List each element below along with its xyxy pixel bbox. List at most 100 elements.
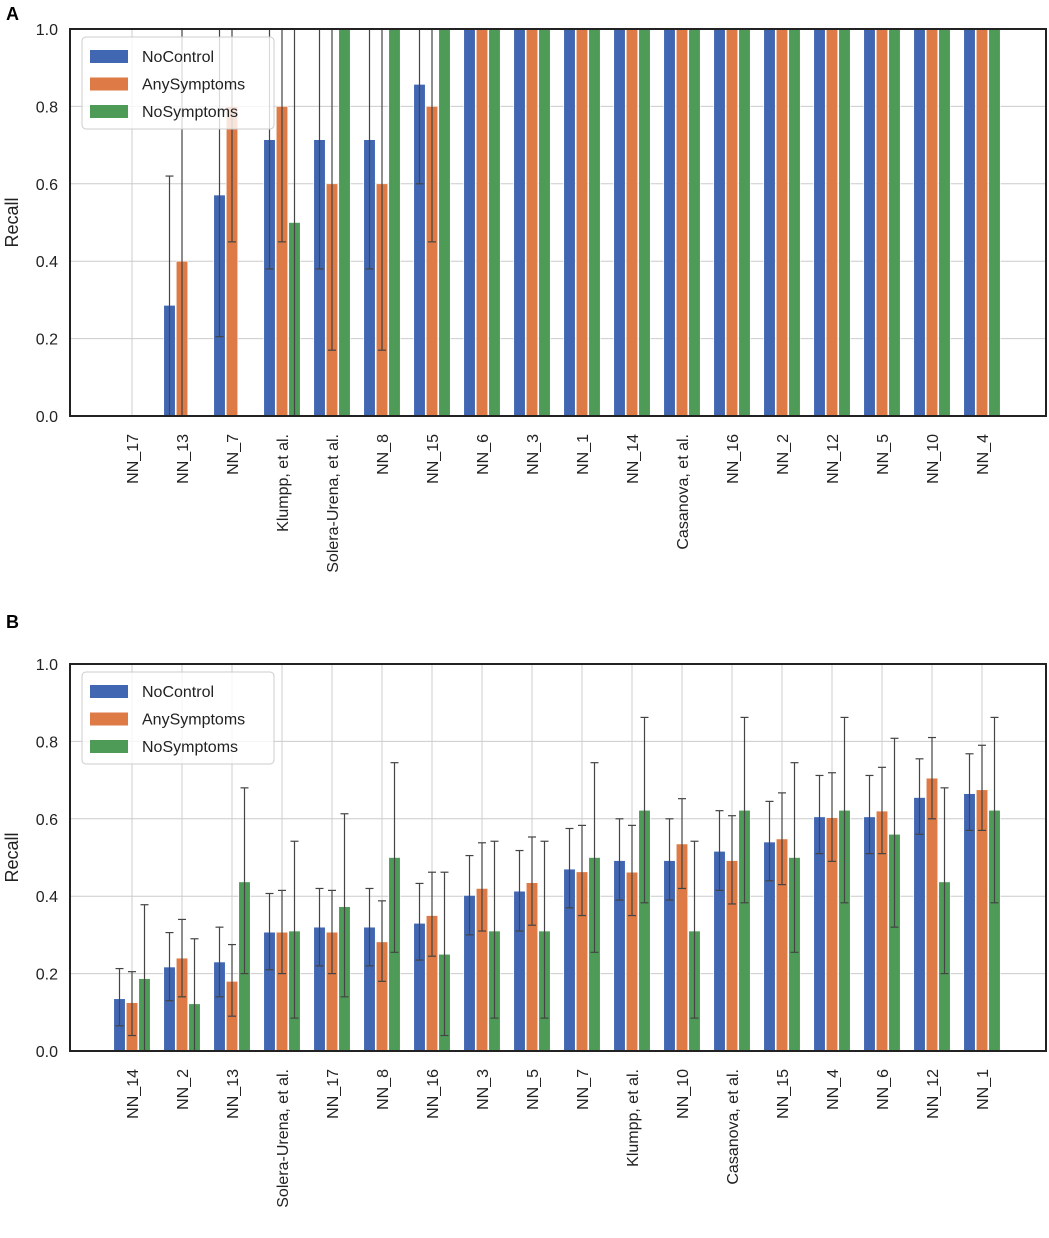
error-bar-nosymptoms-solera-urena-et-al [290, 840, 299, 1019]
bar-nocontrol-nn-14 [613, 28, 626, 417]
x-tick-label-nn-13: NN_13 [175, 434, 192, 484]
bar-nosymptoms-nn-10 [938, 28, 951, 417]
legend-entry-anysymptoms: AnySymptoms [90, 712, 245, 729]
x-tick-label-nn-16: NN_16 [725, 434, 742, 484]
y-tick-label: 0.8 [36, 734, 58, 751]
error-bar-nosymptoms-nn-3 [490, 840, 499, 1019]
error-bar-nocontrol-solera-urena-et-al [265, 892, 274, 971]
panel-a-x-ticks: NN_17 NN_13 NN_7 Klumpp, et al. Solera-Urena… [125, 434, 992, 573]
bar-nosymptoms-nn-12 [838, 28, 851, 417]
bar-nosymptoms-nn-2 [788, 28, 801, 417]
error-bar-nosymptoms-nn-1 [990, 716, 999, 904]
error-bar-anysymptoms-nn-8 [378, 900, 386, 982]
x-tick-label-nn-14: NN_14 [125, 1069, 142, 1119]
x-tick-label-nn-4: NN_4 [975, 434, 992, 475]
y-tick-label: 0.2 [36, 967, 58, 984]
error-bar-nosymptoms-nn-7 [590, 762, 599, 953]
x-tick-label-nn-5: NN_5 [525, 1069, 542, 1110]
error-bar-nocontrol-nn-12 [915, 758, 924, 835]
error-bar-nosymptoms-klumpp-et-al [640, 716, 649, 904]
y-tick-label: 0.6 [36, 177, 58, 194]
error-bar-nocontrol-nn-10 [665, 818, 674, 901]
bar-nocontrol-nn-10 [913, 28, 926, 417]
x-tick-label-nn-4: NN_4 [825, 1069, 842, 1110]
panel-a-y-axis-label: Recall [2, 197, 22, 247]
bar-nosymptoms-solera-urena-et-al [338, 28, 351, 417]
bar-nocontrol-nn-12 [813, 28, 826, 417]
bar-anysymptoms-nn-12 [825, 28, 839, 417]
legend-swatch-nosymptoms [90, 105, 128, 118]
bar-nosymptoms-nn-3 [538, 28, 551, 417]
error-bar-anysymptoms-nn-17 [328, 889, 336, 975]
error-bar-nocontrol-nn-16 [415, 882, 424, 961]
bar-nocontrol-nn-3 [513, 28, 526, 417]
legend-label-nosymptoms: NoSymptoms [142, 739, 238, 756]
x-tick-label-nn-10: NN_10 [925, 434, 942, 484]
panel-a-bars [163, 28, 1001, 417]
error-bar-anysymptoms-nn-4 [828, 772, 836, 862]
x-tick-label-nn-7: NN_7 [225, 434, 242, 475]
x-tick-label-nn-6: NN_6 [475, 434, 492, 475]
error-bar-anysymptoms-nn-1 [978, 744, 986, 832]
bar-nocontrol-nn-5 [863, 28, 876, 417]
bar-anysymptoms-nn-14 [625, 28, 639, 417]
x-tick-label-nn-17: NN_17 [325, 1069, 342, 1119]
error-bar-anysymptoms-solera-urena-et-al [278, 889, 286, 975]
error-bar-nosymptoms-casanova-et-al [740, 716, 749, 904]
bar-nosymptoms-casanova-et-al [688, 28, 701, 417]
panel-letter-b: B [6, 612, 19, 632]
y-tick-label: 0.4 [36, 889, 58, 906]
x-tick-label-nn-2: NN_2 [775, 434, 792, 475]
x-tick-label-casanova-et-al: Casanova, et al. [675, 434, 692, 550]
bar-anysymptoms-nn-6 [475, 28, 489, 417]
bar-nosymptoms-nn-14 [638, 28, 651, 417]
bar-nocontrol-nn-1 [563, 28, 576, 417]
x-tick-label-nn-8: NN_8 [375, 434, 392, 475]
error-bar-nosymptoms-nn-8 [390, 762, 399, 953]
x-tick-label-nn-5: NN_5 [875, 434, 892, 475]
x-tick-label-nn-12: NN_12 [925, 1069, 942, 1119]
panel-b-plot-frame [69, 663, 1047, 1052]
error-bar-anysymptoms-nn-3 [478, 842, 486, 932]
error-bar-nocontrol-nn-7 [565, 827, 574, 909]
error-bar-anysymptoms-nn-7 [578, 824, 586, 917]
error-bar-anysymptoms-casanova-et-al [728, 815, 736, 905]
x-tick-label-nn-1: NN_1 [975, 1069, 992, 1110]
legend-entry-nocontrol: NoControl [90, 684, 214, 701]
error-bar-anysymptoms-nn-5 [528, 836, 536, 926]
x-tick-label-klumpp-et-al: Klumpp, et al. [275, 434, 292, 532]
legend-entry-nocontrol: NoControl [90, 49, 214, 66]
bar-anysymptoms-nn-2 [775, 28, 789, 417]
bar-nosymptoms-nn-6 [488, 28, 501, 417]
bar-anysymptoms-nn-4 [975, 28, 989, 417]
bar-anysymptoms-nn-16 [725, 28, 739, 417]
bar-nocontrol-nn-4 [963, 28, 976, 417]
x-tick-label-nn-1: NN_1 [575, 434, 592, 475]
x-tick-label-nn-6: NN_6 [875, 1069, 892, 1110]
y-tick-label: 1.0 [36, 22, 58, 39]
x-tick-label-nn-3: NN_3 [475, 1069, 492, 1110]
bar-anysymptoms-nn-1 [575, 28, 589, 417]
error-bar-nocontrol-nn-5 [515, 849, 524, 932]
y-tick-label: 0.0 [36, 409, 58, 426]
bar-anysymptoms-casanova-et-al [675, 28, 689, 417]
error-bar-nocontrol-nn-6 [865, 774, 874, 855]
x-tick-label-nn-16: NN_16 [425, 1069, 442, 1119]
error-bar-nocontrol-nn-3 [465, 854, 474, 936]
legend-entry-nosymptoms: NoSymptoms [90, 104, 238, 121]
error-bar-nosymptoms-nn-6 [890, 737, 899, 928]
panel-a-legend: NoControl AnySymptoms NoSymptoms [81, 36, 275, 130]
x-tick-label-nn-12: NN_12 [825, 434, 842, 484]
error-bar-nocontrol-nn-4 [815, 774, 824, 855]
legend-label-anysymptoms: AnySymptoms [142, 77, 245, 94]
panel-b-error-bars [115, 716, 999, 1052]
error-bar-nocontrol-nn-13 [215, 926, 224, 998]
error-bar-anysymptoms-klumpp-et-al [628, 824, 636, 917]
error-bar-anysymptoms-nn-14 [128, 971, 136, 1037]
error-bar-nosymptoms-nn-5 [540, 840, 549, 1019]
legend-swatch-anysymptoms [90, 77, 128, 91]
error-bar-nocontrol-nn-2 [165, 931, 174, 1002]
bar-nocontrol-nn-2 [763, 28, 776, 417]
error-bar-nosymptoms-nn-12 [940, 787, 949, 975]
y-tick-label: 0.0 [36, 1044, 58, 1061]
